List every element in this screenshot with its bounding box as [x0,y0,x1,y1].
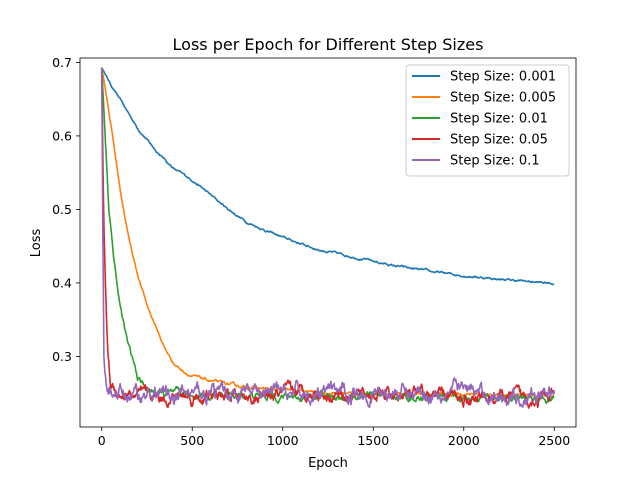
x-axis: 0 500 1000 1500 2000 2500 [98,427,570,448]
x-tick-label: 2500 [538,433,570,448]
legend-label: Step Size: 0.1 [450,154,540,169]
y-tick-label: 0.7 [52,55,72,70]
y-tick-label: 0.3 [52,349,72,364]
series-line-1 [101,67,555,286]
y-axis-label: Loss [29,229,44,258]
x-tick-label: 0 [98,433,106,448]
x-tick-label: 2000 [448,433,480,448]
y-axis: 0.3 0.4 0.5 0.6 0.7 [52,55,80,364]
y-tick-label: 0.6 [52,128,72,143]
x-tick-label: 1500 [357,433,389,448]
plot-frame [79,57,577,428]
legend-label: Step Size: 0.001 [450,70,556,85]
legend-label: Step Size: 0.01 [450,112,548,127]
chart-title: Loss per Epoch for Different Step Sizes [173,35,484,54]
legend-box [405,64,570,177]
y-tick-label: 0.4 [52,275,72,290]
x-tick-label: 1000 [267,433,299,448]
y-tick-label: 0.5 [52,202,72,217]
series-layer [100,67,555,409]
legend-label: Step Size: 0.005 [450,91,556,106]
legend: Step Size: 0.001 Step Size: 0.005 Step Siz… [405,64,570,177]
x-axis-label: Epoch [308,456,348,471]
x-tick-label: 500 [180,433,204,448]
series-line-5 [100,67,555,409]
legend-label: Step Size: 0.05 [450,133,548,148]
